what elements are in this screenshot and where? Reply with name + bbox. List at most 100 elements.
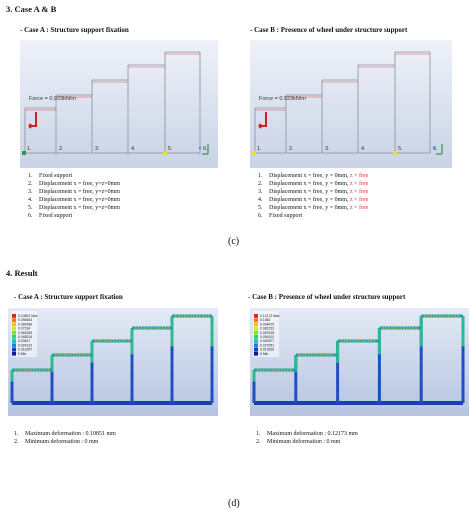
legend-label: 0 Min	[18, 352, 26, 356]
support-marker	[163, 151, 167, 155]
item-number: 5.	[28, 204, 39, 212]
support-label: 5.	[398, 146, 403, 152]
case-subtitle: - Case A : Structure support fixation	[14, 293, 123, 301]
caption: (c)	[228, 236, 239, 247]
legend-swatch	[12, 352, 16, 356]
list-item: 3.Displacement x = free, y=z=0mm	[28, 188, 120, 196]
legend-label: 0 Min	[260, 352, 268, 356]
item-text: Fixed support	[269, 213, 302, 219]
item-text: Displacement x = free, y = 0mm,	[269, 205, 350, 211]
item-text: Minimum deformation : 0 mm	[25, 439, 98, 445]
legend-swatch	[12, 335, 16, 339]
support-label: 4.	[131, 146, 136, 152]
item-highlight: z = free	[350, 181, 368, 187]
legend-swatch	[12, 331, 16, 335]
item-number: 6.	[28, 212, 39, 220]
axis-dot	[199, 147, 201, 149]
legend-swatch	[254, 331, 258, 335]
item-highlight: z = free	[350, 173, 368, 179]
item-number: 2.	[258, 180, 269, 188]
force-label: Force = 0.923kN/m	[29, 96, 76, 102]
support-label: 1.	[257, 146, 262, 152]
support-label: 5.	[168, 146, 173, 152]
support-label: 4.	[361, 146, 366, 152]
item-text: Displacement x = free, y = 0mm,	[269, 189, 350, 195]
item-text: Displacement x = free, y=z=0mm	[39, 189, 120, 195]
item-highlight: z = free	[350, 205, 368, 211]
legend-swatch	[12, 322, 16, 326]
item-number: 6.	[258, 212, 269, 220]
legend-swatch	[254, 335, 258, 339]
panel-bg	[250, 40, 452, 168]
list-item: 6.Fixed support	[28, 212, 120, 220]
list-item: 5.Displacement x = free, y = 0mm, z = fr…	[258, 204, 368, 212]
support-marker	[22, 151, 26, 155]
page: 3. Case A & B - Case A : Structure suppo…	[0, 0, 469, 517]
list-item: 6.Fixed support	[258, 212, 368, 220]
item-text: Displacement x = free, y=z=0mm	[39, 181, 120, 187]
support-label: 2.	[59, 146, 64, 152]
item-text: Displacement x = free, y=z=0mm	[39, 197, 120, 203]
case-subtitle: - Case B : Presence of wheel under struc…	[248, 293, 405, 301]
item-number: 4.	[28, 196, 39, 204]
list-item: 2.Minimum deformation : 0 mm	[256, 438, 358, 446]
item-number: 2.	[28, 180, 39, 188]
legend-swatch	[254, 339, 258, 343]
item-number: 3.	[28, 188, 39, 196]
item-number: 2.	[14, 438, 25, 446]
item-highlight: z = free	[350, 189, 368, 195]
item-number: 2.	[256, 438, 267, 446]
legend-swatch	[12, 348, 16, 352]
item-number: 1.	[256, 430, 267, 438]
item-number: 4.	[258, 196, 269, 204]
legend-swatch	[12, 339, 16, 343]
list-item: 1.Displacement x = free, y = 0mm, z = fr…	[258, 172, 368, 180]
case-subtitle: - Case A : Structure support fixation	[20, 26, 129, 34]
legend-swatch	[12, 327, 16, 331]
legend-swatch	[254, 327, 258, 331]
item-text: Minimum deformation : 0 mm	[267, 439, 340, 445]
item-text: Maximum deformation : 0.12173 mm	[267, 431, 358, 437]
item-text: Displacement x = free, y=z=0mm	[39, 205, 120, 211]
legend-swatch	[254, 352, 258, 356]
model-image: Force = 0.923kN/m 1. 2. 3. 4. 5. 6.	[20, 40, 218, 168]
support-label: 3.	[95, 146, 100, 152]
item-text: Displacement x = free, y = 0mm,	[269, 197, 350, 203]
caption: (d)	[228, 498, 240, 509]
model-image: Force = 0.923kN/m1.2.3.4.5.6.	[250, 40, 452, 168]
force-label: Force = 0.923kN/m	[259, 96, 306, 102]
item-number: 5.	[258, 204, 269, 212]
panel-bg	[8, 308, 218, 416]
item-number: 1.	[28, 172, 39, 180]
list-item: 2.Displacement x = free, y = 0mm, z = fr…	[258, 180, 368, 188]
list-item: 3.Displacement x = free, y = 0mm, z = fr…	[258, 188, 368, 196]
axis-dot	[433, 147, 435, 149]
condition-list: 1.Displacement x = free, y = 0mm, z = fr…	[258, 172, 368, 220]
legend-swatch	[254, 322, 258, 326]
support-label: 3.	[325, 146, 330, 152]
legend-swatch	[254, 318, 258, 322]
item-text: Fixed support	[39, 213, 72, 219]
legend-swatch	[12, 314, 16, 318]
legend-swatch	[12, 318, 16, 322]
item-text: Fixed support	[39, 173, 72, 179]
support-label: 1.	[27, 146, 32, 152]
item-text: Maximum deformation : 0.10851 mm	[25, 431, 116, 437]
legend-swatch	[254, 348, 258, 352]
support-marker	[393, 151, 397, 155]
support-label: 6.	[203, 146, 208, 152]
support-marker	[252, 151, 256, 155]
legend-swatch	[254, 314, 258, 318]
case-subtitle: - Case B : Presence of wheel under struc…	[250, 26, 407, 34]
item-number: 1.	[14, 430, 25, 438]
list-item: 1.Maximum deformation : 0.10851 mm	[14, 430, 116, 438]
item-highlight: z = free	[350, 197, 368, 203]
panel-bg	[250, 308, 469, 416]
result-image: 0.12173 Max0.10820.0946790.0811530.06762…	[250, 308, 469, 416]
result-list: 1.Maximum deformation : 0.10851 mm2.Mini…	[14, 430, 116, 446]
list-item: 2.Minimum deformation : 0 mm	[14, 438, 116, 446]
list-item: 4.Displacement x = free, y = 0mm, z = fr…	[258, 196, 368, 204]
section-title: 3. Case A & B	[6, 4, 56, 14]
